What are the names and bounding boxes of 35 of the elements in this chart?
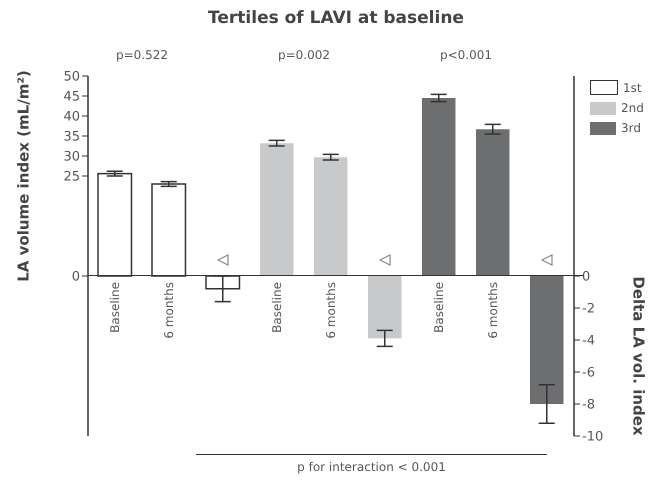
y2-tick-label: -8 xyxy=(582,398,595,413)
bar xyxy=(422,98,456,276)
bar xyxy=(476,129,510,276)
x-tick-label: 6 months xyxy=(486,282,500,339)
y-tick-label: 0 xyxy=(72,270,80,285)
y2-tick-label: -4 xyxy=(582,334,595,349)
y2-tick-label: -10 xyxy=(582,430,604,445)
text: p for interaction < 0.001 xyxy=(296,460,447,474)
legend-label: 3rd xyxy=(621,121,641,135)
y-axis-title: LA volume index (mL/m²) xyxy=(14,70,32,282)
y-tick-label: 30 xyxy=(63,150,80,165)
x-tick-label: Baseline xyxy=(108,282,122,333)
x-tick-label: 6 months xyxy=(324,282,338,339)
y-tick-label: 40 xyxy=(63,110,80,125)
y2-axis-title: Delta LA vol. index xyxy=(630,276,648,436)
text: p<0.001 xyxy=(438,48,494,62)
text: p=0.002 xyxy=(276,48,332,62)
text: p=0.522 xyxy=(114,48,170,62)
y-tick-label: 25 xyxy=(63,170,80,185)
bar xyxy=(151,183,186,277)
x-tick-label: Baseline xyxy=(270,282,284,333)
legend-label: 1st xyxy=(623,80,642,94)
y-tick-label: 45 xyxy=(63,90,80,105)
y2-tick-label: -6 xyxy=(582,366,595,381)
y-tick-label: 50 xyxy=(63,70,80,85)
legend-label: 2nd xyxy=(621,101,644,115)
bar xyxy=(97,172,132,277)
bar xyxy=(260,143,294,276)
chart-title: Tertiles of LAVI at baseline xyxy=(207,8,465,28)
y2-tick-label: 0 xyxy=(582,270,590,285)
y2-tick-label: -2 xyxy=(582,302,595,317)
bar xyxy=(314,157,348,276)
y-tick-label: 35 xyxy=(63,130,80,145)
x-tick-label: Baseline xyxy=(432,282,446,333)
x-tick-label: 6 months xyxy=(162,282,176,339)
